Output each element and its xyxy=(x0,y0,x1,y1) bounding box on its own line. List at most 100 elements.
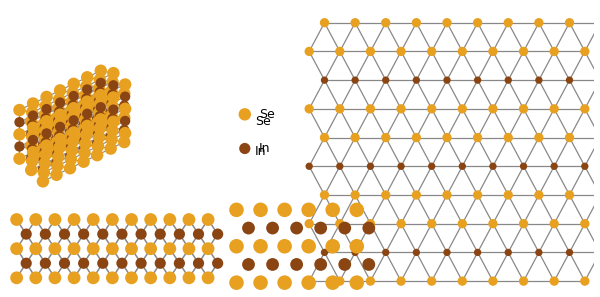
Point xyxy=(93,132,103,136)
Point xyxy=(31,275,41,280)
Point xyxy=(503,78,513,83)
Point xyxy=(350,250,360,255)
Point xyxy=(442,135,452,140)
Point xyxy=(335,49,344,54)
Point xyxy=(52,124,61,129)
Point xyxy=(365,279,375,284)
Point xyxy=(595,250,600,255)
Point xyxy=(595,78,600,83)
Point xyxy=(28,101,38,106)
Point xyxy=(28,138,38,142)
Point xyxy=(121,106,130,111)
Point xyxy=(350,193,360,198)
Point xyxy=(42,143,52,148)
Point xyxy=(28,159,37,163)
Point xyxy=(365,164,375,169)
Point xyxy=(427,49,436,54)
Point xyxy=(184,275,194,280)
Point xyxy=(595,193,600,198)
Point xyxy=(38,167,48,172)
Point xyxy=(365,49,375,54)
Point xyxy=(38,179,48,184)
Point xyxy=(26,131,36,136)
Point xyxy=(109,95,118,100)
Point xyxy=(127,246,136,251)
Point xyxy=(65,154,75,159)
Point xyxy=(41,103,50,108)
Point xyxy=(458,221,467,226)
Point xyxy=(352,208,362,212)
Point xyxy=(12,217,22,222)
Point xyxy=(98,261,107,266)
Point xyxy=(213,261,223,266)
Point xyxy=(412,20,421,25)
Point xyxy=(155,261,165,266)
Point xyxy=(95,89,104,94)
Point xyxy=(28,150,38,154)
Point xyxy=(95,77,104,82)
Point xyxy=(41,128,50,132)
Point xyxy=(473,250,482,255)
Point xyxy=(109,71,118,75)
Point xyxy=(93,119,103,124)
Point xyxy=(203,275,213,280)
Point xyxy=(82,99,92,104)
Point xyxy=(488,279,498,284)
Point xyxy=(52,148,61,153)
Point xyxy=(340,226,350,230)
Point xyxy=(165,275,175,280)
Point xyxy=(304,279,314,284)
Point xyxy=(68,127,77,132)
Point xyxy=(53,139,62,144)
Point xyxy=(396,49,406,54)
Point xyxy=(203,217,213,222)
Point xyxy=(28,146,37,151)
Point xyxy=(55,109,64,114)
Point xyxy=(80,141,90,146)
Point xyxy=(106,98,115,102)
Point xyxy=(94,110,104,115)
Point xyxy=(106,134,115,139)
Point xyxy=(79,135,88,140)
Point xyxy=(119,140,129,144)
Point xyxy=(39,134,49,138)
Point xyxy=(580,221,590,226)
Point xyxy=(94,123,104,127)
Point xyxy=(352,244,362,249)
Point xyxy=(42,119,52,124)
Point xyxy=(320,20,329,25)
Point xyxy=(550,221,559,226)
Point xyxy=(55,146,64,150)
Point xyxy=(292,226,301,230)
Point xyxy=(121,82,130,87)
Point xyxy=(488,106,498,111)
Point xyxy=(93,95,103,100)
Point xyxy=(442,20,452,25)
Point xyxy=(473,20,482,25)
Point xyxy=(268,262,277,267)
Point xyxy=(534,193,544,198)
Point xyxy=(119,103,129,108)
Point xyxy=(304,208,313,212)
Point xyxy=(41,261,50,266)
Point xyxy=(107,80,117,84)
Point xyxy=(60,261,70,266)
Point xyxy=(69,246,79,251)
Point xyxy=(244,262,253,267)
Point xyxy=(534,20,544,25)
Point xyxy=(79,111,88,116)
Point xyxy=(92,153,102,157)
Point xyxy=(88,217,98,222)
Point xyxy=(534,78,544,83)
Point xyxy=(427,279,436,284)
Point xyxy=(107,101,116,105)
Point xyxy=(95,114,104,119)
Point xyxy=(80,129,90,134)
Point xyxy=(95,102,104,106)
Point xyxy=(26,168,36,172)
Point xyxy=(92,116,102,121)
Point xyxy=(28,134,37,139)
Point xyxy=(109,107,118,112)
Point xyxy=(39,158,49,163)
Point xyxy=(396,164,406,169)
